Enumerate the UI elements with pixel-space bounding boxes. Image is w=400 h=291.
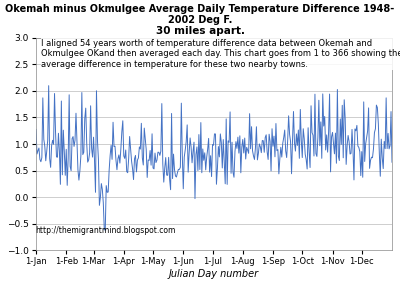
Text: http://themigrantmind.blogspot.com: http://themigrantmind.blogspot.com xyxy=(35,226,176,235)
Text: I aligned 54 years worth of temperature difference data between Okemah and
Okmul: I aligned 54 years worth of temperature … xyxy=(41,39,400,69)
Text: 30 miles apart.: 30 miles apart. xyxy=(156,26,244,36)
Text: Okemah minus Okmulgee Average Daily Temperature Difference 1948-: Okemah minus Okmulgee Average Daily Temp… xyxy=(5,4,395,14)
X-axis label: Julian Day number: Julian Day number xyxy=(169,269,259,279)
Text: 2002 Deg F.: 2002 Deg F. xyxy=(168,15,232,25)
